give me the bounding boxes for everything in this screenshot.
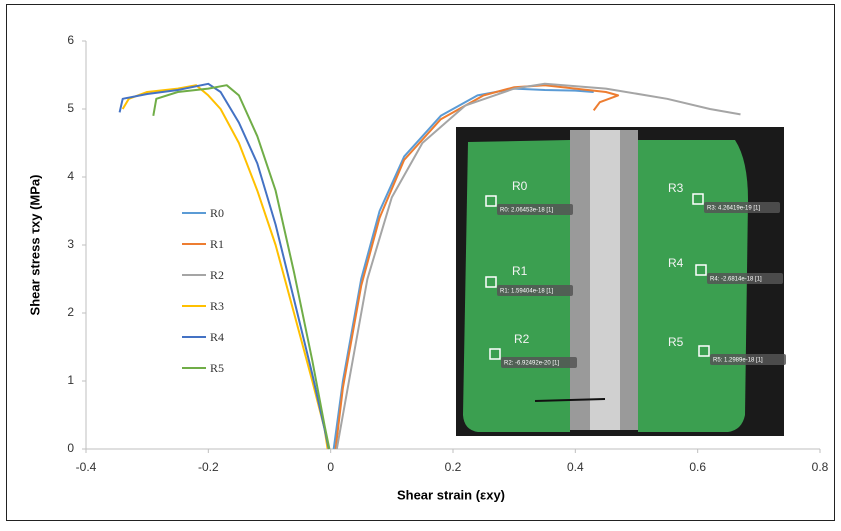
region-marker bbox=[692, 193, 704, 205]
readout-text: R2: -6.92492e-20 [1] bbox=[504, 361, 559, 367]
readout-box bbox=[710, 354, 786, 365]
readout-text: R0: 2.06453e-18 [1] bbox=[500, 208, 553, 214]
region-label: R1 bbox=[512, 264, 528, 278]
series-line bbox=[334, 84, 620, 450]
legend-label: R1 bbox=[210, 237, 224, 251]
readout-box bbox=[704, 202, 780, 213]
series-line bbox=[118, 82, 330, 450]
region-label: R5 bbox=[668, 335, 684, 349]
region-marker bbox=[485, 276, 497, 288]
y-tick-label: 6 bbox=[67, 33, 74, 47]
y-tick-label: 1 bbox=[67, 373, 74, 387]
readout-text: R1: 1.59404e-18 [1] bbox=[500, 289, 553, 295]
region-marker bbox=[695, 264, 707, 276]
green-panel-right bbox=[638, 140, 748, 432]
x-tick-label: 0.8 bbox=[812, 460, 829, 474]
legend-label: R3 bbox=[210, 299, 224, 313]
crack-line bbox=[534, 398, 606, 402]
x-tick-label: 0.2 bbox=[445, 460, 462, 474]
x-tick-label: 0.6 bbox=[689, 460, 706, 474]
series-line bbox=[121, 84, 329, 450]
readout-text: R3: 4.26419e-19 [1] bbox=[707, 206, 760, 212]
region-label: R2 bbox=[514, 332, 530, 346]
region-marker bbox=[485, 195, 497, 207]
inset-photo: R0 R0: 2.06453e-18 [1] R1 R1: 1.59404e-18 [… bbox=[456, 127, 786, 436]
readout-box bbox=[497, 204, 573, 215]
readout-text: R4: -2.6814e-18 [1] bbox=[710, 277, 762, 283]
legend-label: R2 bbox=[210, 268, 224, 282]
x-tick-label: 0 bbox=[327, 460, 334, 474]
x-tick-label: -0.4 bbox=[76, 460, 97, 474]
y-tick-label: 2 bbox=[67, 305, 74, 319]
legend-label: R5 bbox=[210, 361, 224, 375]
series-line bbox=[335, 82, 741, 450]
region-label: R4 bbox=[668, 256, 684, 270]
region-label: R3 bbox=[668, 181, 684, 195]
x-axis-title: Shear strain (εxy) bbox=[397, 487, 505, 502]
readout-box bbox=[501, 357, 577, 368]
legend-label: R0 bbox=[210, 206, 224, 220]
x-tick-label: -0.2 bbox=[198, 460, 219, 474]
y-tick-label: 0 bbox=[67, 441, 74, 455]
readout-box bbox=[497, 285, 573, 296]
y-axis-title: Shear stress τxy (MPa) bbox=[27, 175, 42, 316]
series-line bbox=[152, 84, 331, 450]
x-tick-label: 0.4 bbox=[567, 460, 584, 474]
specimen-highlight bbox=[590, 130, 620, 430]
region-label: R0 bbox=[512, 179, 528, 193]
legend-label: R4 bbox=[210, 330, 224, 344]
y-tick-label: 4 bbox=[67, 169, 74, 183]
y-tick-label: 5 bbox=[67, 101, 74, 115]
readout-text: R5: 1.2989e-18 [1] bbox=[713, 358, 763, 364]
region-marker bbox=[698, 345, 710, 357]
region-marker bbox=[489, 348, 501, 360]
y-tick-label: 3 bbox=[67, 237, 74, 251]
readout-box bbox=[707, 273, 783, 284]
series-line bbox=[332, 87, 594, 450]
